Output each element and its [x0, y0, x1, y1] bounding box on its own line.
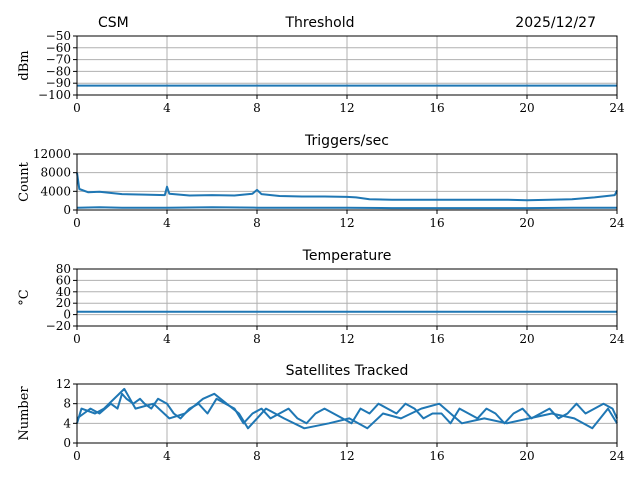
x-tick-label: 12 — [339, 216, 354, 230]
y-axis-label: Number — [17, 386, 32, 441]
y-tick-label: −80 — [46, 64, 71, 78]
y-tick-label: 8 — [63, 397, 71, 411]
x-tick-label: 0 — [73, 101, 81, 115]
chart-panel-4: 0 4 8 12 16 20 24 0 4 8 12 Satellites Tracked Number — [17, 363, 625, 463]
y-tick-label: −70 — [46, 53, 71, 67]
x-tick-label: 8 — [253, 332, 261, 346]
series-line-2 — [76, 206, 617, 210]
x-tick-label: 16 — [429, 101, 444, 115]
y-tick-label: −100 — [38, 88, 71, 102]
y-tick-label: 12 — [56, 377, 71, 391]
x-tick-label: 0 — [73, 332, 81, 346]
y-tick-label: 0 — [63, 308, 71, 322]
header-center-title: Threshold — [285, 15, 355, 31]
series-line-1 — [76, 172, 618, 202]
x-tick-label: 16 — [429, 216, 444, 230]
y-tick-label: −50 — [46, 29, 71, 43]
chart-panels: 0 4 8 12 16 20 24 −50−60−70−80−90−100 dBm 0 4 8 12 16… — [17, 29, 625, 463]
y-axis-label: Count — [17, 161, 32, 202]
x-tick-label: 20 — [519, 101, 534, 115]
x-tick-label: 8 — [253, 449, 261, 463]
x-tick-label: 24 — [609, 216, 625, 230]
y-tick-label: 40 — [56, 285, 71, 299]
x-tick-label: 20 — [519, 216, 534, 230]
x-tick-label: 0 — [73, 216, 81, 230]
x-tick-label: 24 — [609, 449, 625, 463]
x-tick-label: 4 — [163, 101, 171, 115]
y-tick-label: 12000 — [33, 147, 71, 161]
x-tick-label: 20 — [519, 332, 534, 346]
x-tick-label: 8 — [253, 101, 261, 115]
y-tick-label: −90 — [46, 76, 71, 90]
x-tick-label: 16 — [429, 449, 444, 463]
y-axis-label: °C — [17, 289, 32, 306]
series-line-2 — [76, 387, 618, 430]
x-tick-label: 12 — [339, 449, 354, 463]
x-tick-label: 24 — [609, 101, 625, 115]
panel-title: Satellites Tracked — [286, 363, 409, 379]
panel-title: Triggers/sec — [304, 133, 389, 149]
x-tick-label: 24 — [609, 332, 625, 346]
y-axis-label: dBm — [17, 50, 32, 80]
x-tick-label: 4 — [163, 449, 171, 463]
x-tick-label: 4 — [163, 216, 171, 230]
y-tick-label: 4000 — [40, 184, 71, 198]
chart-panel-2: 0 4 8 12 16 20 24 0 4000 8000 12000 Triggers/sec Cou… — [17, 133, 625, 230]
panel-title: Temperature — [302, 248, 392, 264]
y-tick-label: 0 — [63, 203, 71, 217]
y-tick-label: 0 — [63, 436, 71, 450]
x-tick-label: 0 — [73, 449, 81, 463]
header-left-label: CSM — [98, 15, 129, 31]
x-tick-label: 16 — [429, 332, 444, 346]
y-tick-label: −20 — [46, 319, 71, 333]
x-tick-label: 20 — [519, 449, 534, 463]
header-date: 2025/12/27 — [515, 15, 596, 31]
chart-panel-1: 0 4 8 12 16 20 24 −50−60−70−80−90−100 dBm — [17, 29, 625, 115]
x-tick-label: 12 — [339, 332, 354, 346]
x-tick-label: 8 — [253, 216, 261, 230]
x-tick-label: 4 — [163, 332, 171, 346]
y-tick-label: 4 — [63, 416, 71, 430]
x-tick-label: 12 — [339, 101, 354, 115]
y-tick-label: 60 — [56, 273, 71, 287]
y-tick-label: 8000 — [40, 166, 71, 180]
series-line-1 — [76, 392, 618, 425]
y-tick-label: 20 — [56, 296, 71, 310]
y-tick-label: 80 — [56, 262, 71, 276]
y-tick-label: −60 — [46, 41, 71, 55]
